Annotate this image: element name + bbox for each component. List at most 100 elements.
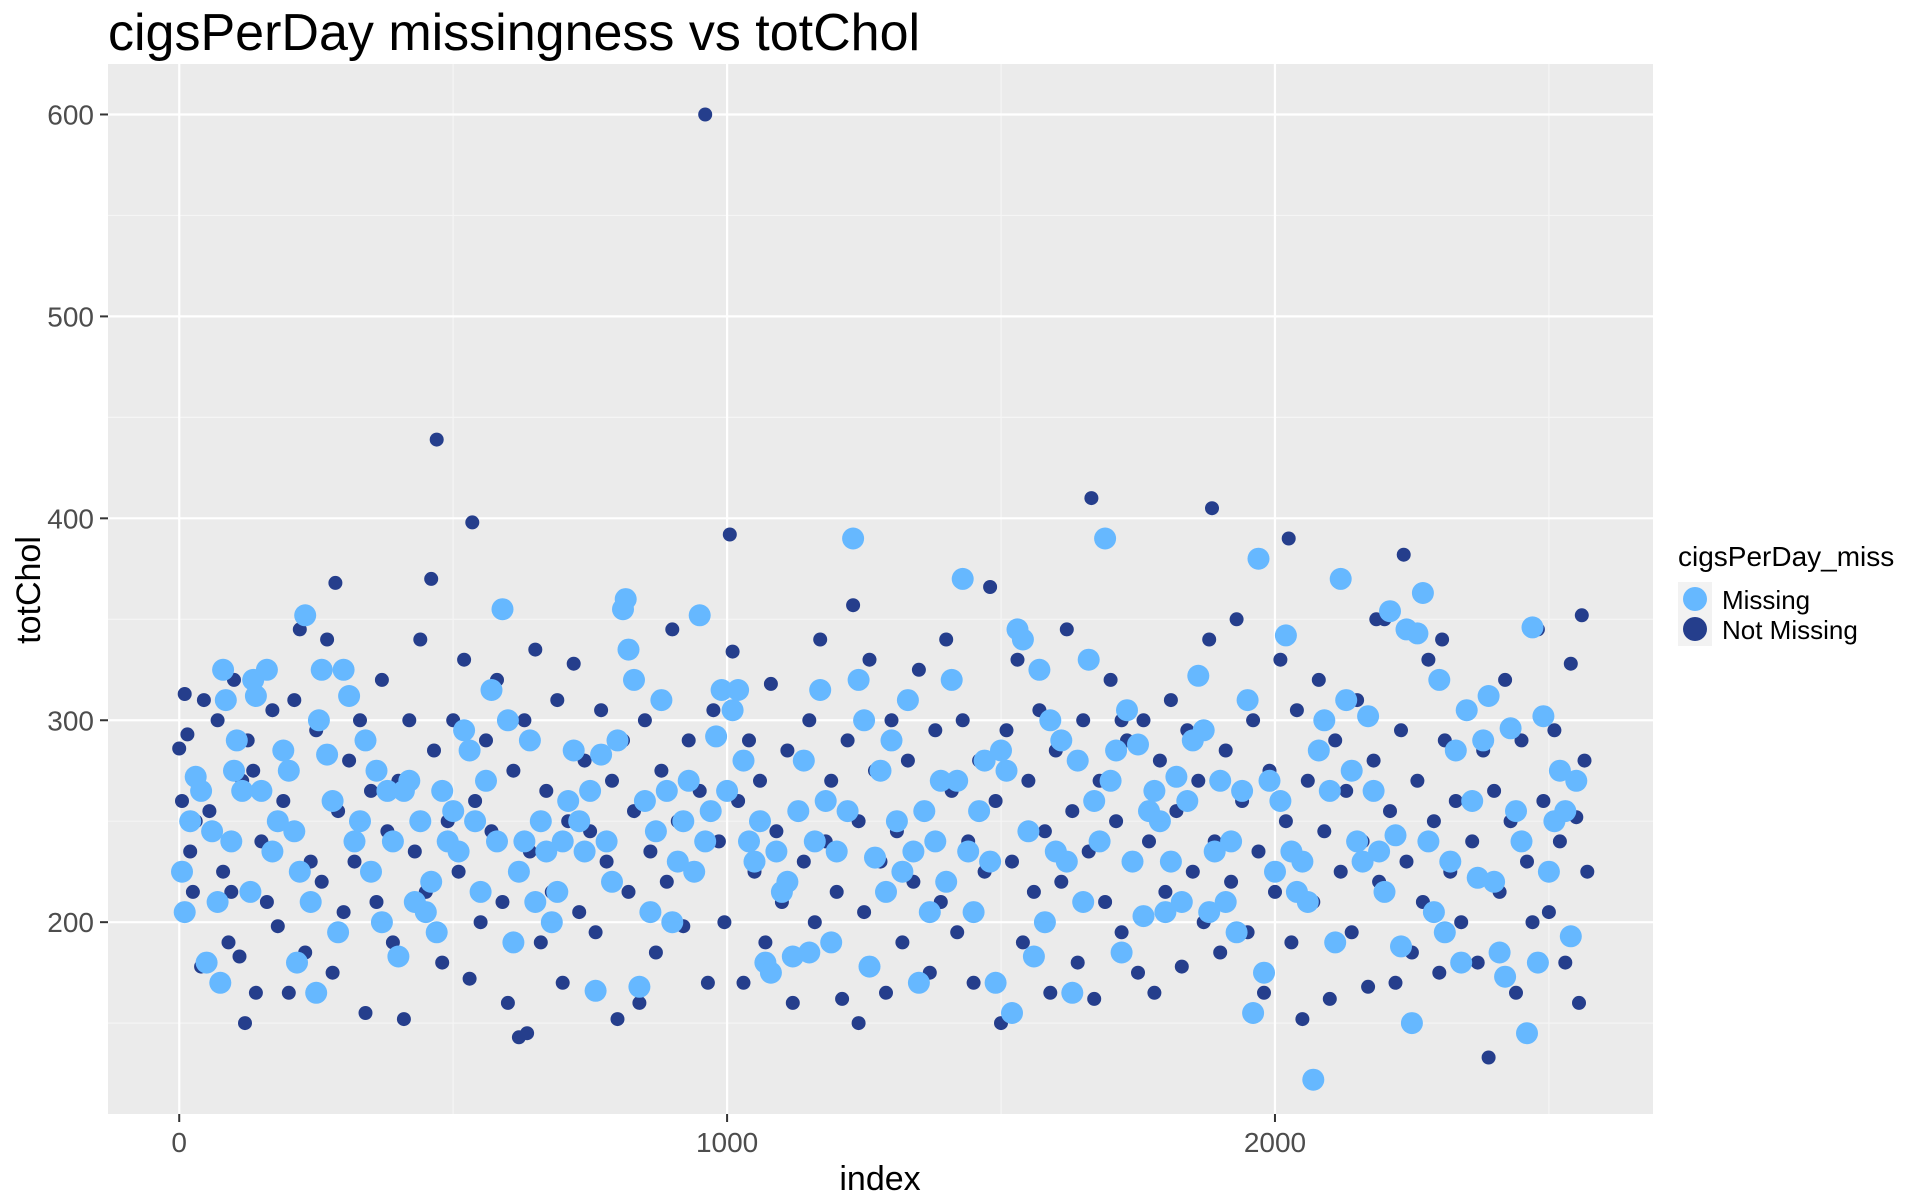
point-missing xyxy=(1028,658,1051,681)
point-not-missing xyxy=(758,935,773,950)
point-missing xyxy=(880,729,903,752)
point-missing xyxy=(316,743,339,766)
point-not-missing xyxy=(1333,864,1348,879)
point-missing xyxy=(946,769,969,792)
point-not-missing xyxy=(325,965,340,980)
point-not-missing xyxy=(328,575,343,590)
point-missing xyxy=(507,860,530,883)
point-missing xyxy=(1472,729,1495,752)
point-not-missing xyxy=(1383,804,1397,819)
point-missing xyxy=(1357,705,1380,728)
point-missing xyxy=(792,749,815,772)
point-missing xyxy=(716,779,739,802)
point-missing xyxy=(1083,790,1106,812)
point-missing xyxy=(1559,925,1582,948)
point-missing xyxy=(1203,840,1226,863)
point-not-missing xyxy=(1399,854,1414,869)
point-missing xyxy=(1505,800,1527,823)
point-not-missing xyxy=(1087,991,1102,1006)
point-not-missing xyxy=(413,632,428,647)
point-not-missing xyxy=(862,652,877,667)
point-not-missing xyxy=(895,935,910,950)
point-not-missing xyxy=(1152,753,1167,768)
point-not-missing xyxy=(1191,773,1206,788)
point-not-missing xyxy=(742,733,756,748)
point-not-missing xyxy=(1246,713,1261,728)
point-missing xyxy=(1143,779,1166,802)
point-not-missing xyxy=(681,733,696,748)
point-missing xyxy=(1532,705,1555,728)
point-missing xyxy=(1154,901,1177,924)
point-not-missing xyxy=(1366,753,1381,768)
point-not-missing xyxy=(1059,622,1074,637)
point-not-missing xyxy=(1448,794,1463,808)
point-missing xyxy=(918,901,941,924)
point-not-missing xyxy=(495,895,510,909)
point-not-missing xyxy=(1229,612,1244,627)
point-missing xyxy=(732,749,755,772)
point-not-missing xyxy=(1563,656,1578,671)
point-missing xyxy=(201,820,224,843)
point-not-missing xyxy=(424,571,439,586)
point-not-missing xyxy=(594,703,609,718)
point-not-missing xyxy=(966,975,981,990)
point-missing xyxy=(1110,941,1133,964)
point-not-missing xyxy=(248,985,263,1000)
point-missing xyxy=(694,830,717,853)
point-not-missing xyxy=(462,971,477,986)
point-not-missing xyxy=(1311,672,1326,687)
point-not-missing xyxy=(196,693,211,708)
point-missing xyxy=(349,810,371,833)
legend: cigsPerDay_miss Missing Not Missing xyxy=(1678,541,1894,646)
point-missing xyxy=(307,709,330,732)
point-missing xyxy=(1132,905,1155,928)
point-not-missing xyxy=(1185,864,1200,879)
point-not-missing xyxy=(983,580,998,594)
point-missing xyxy=(1127,733,1149,756)
point-missing xyxy=(464,810,487,833)
point-not-missing xyxy=(900,753,915,768)
point-missing xyxy=(1242,1002,1265,1024)
point-not-missing xyxy=(320,632,335,647)
point-missing xyxy=(902,840,925,863)
point-not-missing xyxy=(939,632,954,647)
point-not-missing xyxy=(807,915,822,930)
point-missing xyxy=(1033,911,1056,934)
point-not-missing xyxy=(1322,991,1337,1006)
point-not-missing xyxy=(1487,783,1502,798)
point-not-missing xyxy=(451,864,466,879)
point-missing xyxy=(1494,965,1517,988)
point-missing xyxy=(518,729,541,752)
point-missing xyxy=(1400,1012,1423,1035)
point-missing xyxy=(1192,719,1215,742)
point-missing xyxy=(710,679,733,701)
point-missing xyxy=(272,739,295,762)
point-missing xyxy=(617,638,640,661)
point-missing xyxy=(1214,891,1237,913)
legend-key-not-missing xyxy=(1683,617,1707,641)
point-missing xyxy=(1105,739,1128,762)
point-missing xyxy=(171,860,193,883)
point-not-missing xyxy=(457,652,472,667)
point-missing xyxy=(1379,600,1401,623)
point-missing xyxy=(225,729,248,752)
y-tick-label: 500 xyxy=(47,301,94,332)
point-not-missing xyxy=(835,991,850,1006)
point-missing xyxy=(1461,790,1484,812)
point-not-missing xyxy=(1251,844,1266,859)
point-missing xyxy=(491,598,514,621)
point-not-missing xyxy=(599,854,614,869)
point-missing xyxy=(1225,921,1248,944)
point-missing xyxy=(968,800,991,823)
point-not-missing xyxy=(1410,773,1425,788)
point-not-missing xyxy=(1361,979,1376,994)
point-missing xyxy=(212,658,235,681)
point-missing xyxy=(1488,941,1511,964)
point-missing xyxy=(924,830,947,853)
point-missing xyxy=(727,679,750,701)
point-missing xyxy=(1274,624,1297,647)
point-missing xyxy=(381,830,404,853)
point-not-missing xyxy=(435,955,450,970)
point-not-missing xyxy=(884,713,899,728)
point-not-missing xyxy=(1163,693,1178,708)
